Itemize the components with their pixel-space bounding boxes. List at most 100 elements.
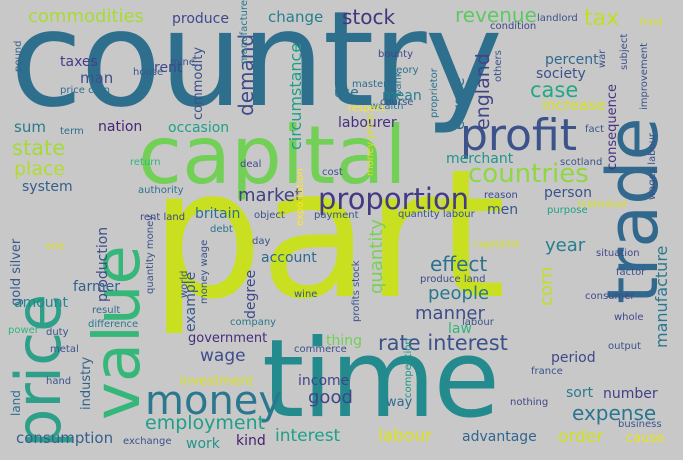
word: money price [365, 113, 376, 176]
word: account [261, 250, 317, 266]
word: france [531, 366, 563, 377]
word: payment [314, 210, 359, 221]
word: term [60, 126, 84, 137]
word: proprietor [429, 68, 440, 118]
word: reason [484, 190, 518, 201]
word: deal [240, 159, 262, 170]
word: landlord [537, 13, 578, 24]
word: competition [403, 338, 414, 398]
word: europe [450, 77, 468, 131]
word: consequence [605, 84, 620, 170]
word: use [334, 85, 359, 101]
word: england [472, 53, 494, 130]
word: time [262, 317, 500, 442]
word: company [230, 317, 277, 328]
word: manner [415, 303, 485, 324]
word: person [544, 185, 592, 201]
word: scotland [560, 157, 603, 168]
word: countries [468, 159, 589, 189]
word: expense [572, 401, 657, 425]
word: quantity [366, 218, 387, 294]
word: state [12, 136, 66, 160]
word: whole [614, 312, 644, 323]
word: interest [275, 426, 341, 446]
word: price corn [60, 85, 110, 96]
word: difference [88, 319, 139, 330]
word: consumption [16, 429, 114, 447]
word: effect [430, 252, 488, 276]
word: respect [348, 103, 386, 114]
word: man [80, 69, 114, 87]
word: stock [342, 5, 396, 29]
word: profits stock [351, 260, 362, 322]
word: debt [210, 224, 233, 235]
word: commerce [294, 344, 347, 355]
word: quantity labour [398, 209, 475, 220]
word: house [133, 67, 164, 78]
word: subject [619, 33, 630, 70]
word: manufacture [652, 245, 671, 348]
word: kind [236, 433, 266, 449]
word: percent [545, 52, 599, 68]
word: rent land [140, 212, 186, 223]
word: business [618, 419, 662, 430]
word: government [188, 331, 268, 346]
word: system [22, 179, 73, 195]
word: capital [138, 109, 407, 202]
word: period [551, 350, 596, 366]
word: rate interest [378, 331, 508, 355]
word: sum [14, 118, 46, 136]
word: cause [626, 431, 665, 446]
word: wages labour [647, 132, 658, 200]
word: world [179, 270, 190, 298]
word: way [386, 395, 413, 410]
word: manufacturer [239, 0, 250, 64]
word: bank [393, 71, 404, 96]
word: occasion [168, 120, 230, 136]
word: nothing [510, 397, 549, 408]
word: day [252, 236, 271, 247]
word: nation [98, 119, 143, 135]
word: taxes [60, 54, 98, 70]
word: others [493, 50, 504, 82]
word: money wage [199, 239, 210, 304]
word: degree [243, 269, 259, 319]
word: labour [378, 426, 433, 446]
word: advantage [462, 429, 537, 445]
word: year [545, 235, 586, 256]
word: law [448, 321, 472, 337]
word: number [603, 386, 658, 402]
word: hand [46, 376, 72, 387]
word: rent [154, 60, 183, 76]
word: theory [386, 65, 419, 76]
word: output [608, 341, 641, 352]
word: men [487, 202, 519, 218]
word: place [14, 158, 66, 180]
word: tax [584, 6, 620, 31]
word: land [9, 390, 23, 416]
word: consumer [585, 291, 635, 302]
word: increase [542, 96, 606, 114]
word: condition [490, 21, 537, 32]
word: mean [382, 88, 422, 104]
word: farmer [73, 279, 121, 295]
word: industry [79, 356, 94, 410]
word: improvement [639, 42, 650, 110]
word: good [308, 387, 353, 408]
word: fact [585, 124, 605, 135]
word: fund [640, 17, 663, 28]
word: work [186, 436, 220, 452]
word: investment [180, 374, 254, 389]
word: factor [616, 267, 646, 278]
word: return [130, 157, 161, 168]
word: income [298, 373, 350, 389]
word: employment [145, 412, 266, 434]
word: proportion [318, 182, 470, 216]
word: price [2, 293, 75, 448]
word: part [150, 131, 506, 338]
word: duty [46, 327, 69, 338]
word: master [352, 79, 388, 90]
word: authority [138, 185, 184, 196]
word: money [145, 378, 283, 424]
word: amount [14, 295, 69, 311]
